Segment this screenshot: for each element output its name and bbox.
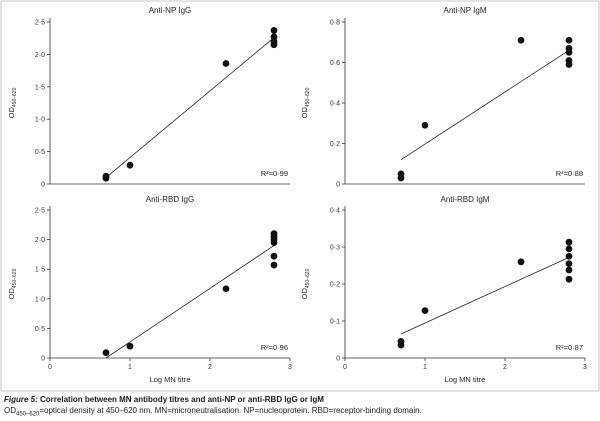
chart-panel-4: Anti-RBD IgM 0 0·1 0·2 0·3 0·4 0 1 2 3 Log MN titr… [300,195,587,384]
y-tick-label: 2·0 [35,237,45,244]
y-tick-label: 0·6 [330,60,340,67]
y-tick-label: 0·5 [35,326,45,333]
x-tick-label: 2 [503,364,507,371]
y-axis-label-main: OD [300,288,309,300]
regression-line [105,37,275,178]
data-point [102,172,110,180]
footnote-od-sub: 450–620 [16,411,40,418]
y-tick-label: 0 [336,182,340,189]
data-point [270,252,278,260]
y-tick-label: 0·2 [330,141,340,148]
outer-frame [0,0,600,392]
figure-label: Figure 5: [4,395,38,404]
y-tick-label: 0·8 [330,20,340,27]
y-axis-label-sub: 450–620 [12,87,18,107]
x-tick-label: 0 [343,364,347,371]
y-tick-label: 0 [41,356,45,363]
y-axis-label-sub: 450–620 [12,268,18,288]
chart-panel-1: Anti-NP IgG 0 0·5 1·0 1·5 2·0 2·5 OD450–620 R²=0… [7,6,290,189]
y-axis-label-main: OD [7,288,16,300]
y-tick-label: 0·4 [330,208,340,215]
data-point [565,245,573,253]
data-point [270,33,278,41]
data-point [565,36,573,44]
data-point [565,44,573,52]
y-tick-label: 0·1 [330,319,340,326]
data-point [222,285,230,293]
y-tick-label: 2·5 [35,208,45,215]
panel-title: Anti-RBD IgM [441,195,490,204]
data-point [270,230,278,238]
y-axis-label-main: OD [300,107,309,119]
y-axis-label: OD450–620 [300,268,311,299]
y-axis-label-main: OD [7,107,16,119]
x-tick-label: 3 [583,364,587,371]
data-point [565,238,573,246]
data-point [222,60,230,67]
y-tick-label: 1·5 [35,267,45,274]
data-point [421,307,429,315]
x-tick-label: 0 [48,364,52,371]
regression-line [105,245,275,359]
y-tick-label: 0 [41,182,45,189]
figure-caption: Figure 5: Correlation between MN antibod… [4,394,596,421]
footnote-text: =optical density at 450–620 nm. MN=micro… [39,406,422,415]
data-point [421,121,429,129]
x-tick-label: 2 [208,364,212,371]
footnote-od: OD [4,406,16,415]
y-tick-label: 1·5 [35,84,45,91]
y-tick-label: 2·5 [35,20,45,27]
y-tick-label: 2·0 [35,52,45,59]
r-squared-label: R²=0·99 [261,169,288,178]
data-point [565,260,573,268]
panel-title: Anti-RBD IgG [146,195,194,204]
y-axis-label: OD450–620 [300,87,311,118]
y-tick-label: 0·3 [330,245,340,252]
caption-footnote-line: OD450–620=optical density at 450–620 nm.… [4,405,596,421]
caption-title-line: Figure 5: Correlation between MN antibod… [4,394,596,405]
data-point [565,57,573,64]
figure-title: Correlation between MN antibody titres a… [40,395,324,404]
r-squared-label: R²=0·87 [556,343,583,352]
data-point [397,170,405,178]
r-squared-label: R²=0·88 [556,169,583,178]
y-axis-label-sub: 450–620 [305,87,311,107]
y-axis-label-sub: 450–620 [305,268,311,288]
x-tick-label: 1 [423,364,427,371]
data-point [565,252,573,260]
regression-line [400,256,570,335]
data-point [270,27,278,34]
regression-line [400,50,570,161]
data-point [517,258,525,266]
data-point [270,261,278,269]
x-axis-label: Log MN titre [150,375,191,384]
y-tick-label: 0·4 [330,101,340,108]
y-tick-label: 1·0 [35,117,45,124]
y-axis-label: OD450–620 [7,268,18,299]
panel-title: Anti-NP IgG [149,6,192,15]
y-tick-label: 1·0 [35,296,45,303]
figure-panels: Anti-NP IgG00·51·01·52·02·5OD450–620R²=0… [0,0,600,392]
data-point [565,266,573,274]
data-point [397,337,405,345]
data-point [517,36,525,44]
panel-title: Anti-NP IgM [444,6,487,15]
y-axis-label: OD450–620 [7,87,18,118]
chart-panel-2: Anti-NP IgM 0 0·2 0·4 0·6 0·8 OD450–620 R²=0·88 [300,6,585,189]
r-squared-label: R²=0·96 [261,343,288,352]
x-axis-label: Log MN titre [445,375,486,384]
y-tick-label: 0·2 [330,282,340,289]
data-point [126,161,134,169]
data-point [102,349,110,357]
y-tick-label: 0 [336,356,340,363]
chart-panel-3: Anti-RBD IgG 0 0·5 1·0 1·5 2·0 2·5 0 1 2 3 Log MN t… [7,195,292,384]
x-tick-label: 1 [128,364,132,371]
data-point [565,275,573,283]
y-tick-label: 0·5 [35,149,45,156]
x-tick-label: 3 [288,364,292,371]
data-point [126,342,134,350]
